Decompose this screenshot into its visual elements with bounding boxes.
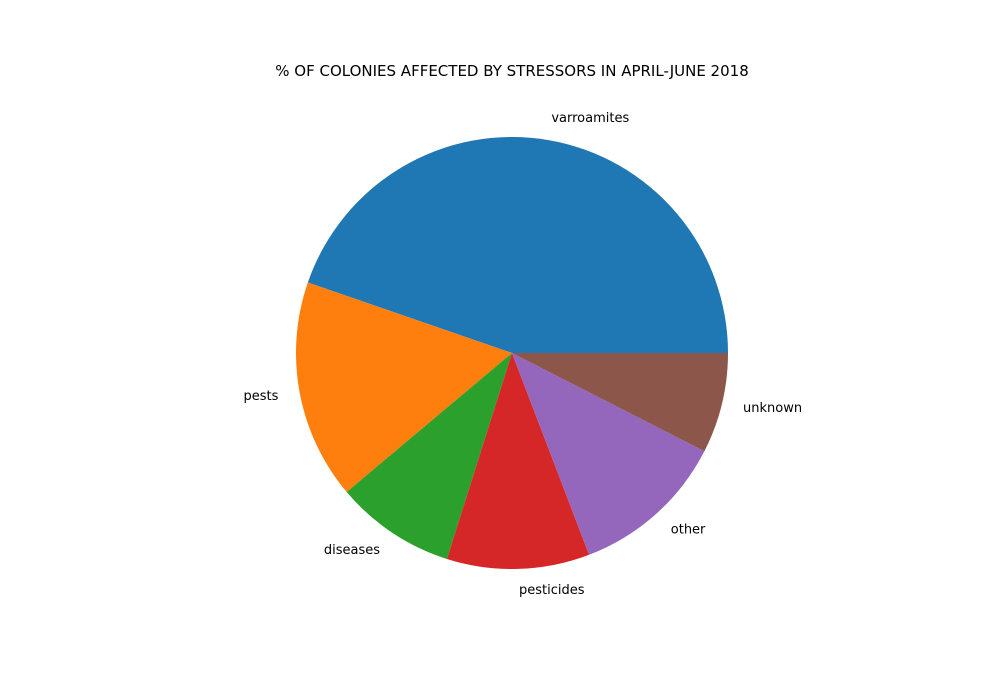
pie-slice-varroamites [307, 137, 728, 353]
slice-label-diseases: diseases [324, 543, 380, 558]
pie-slices [296, 137, 728, 570]
slice-label-pests: pests [243, 389, 278, 404]
slice-labels: varroamites pests diseases pesticides other u… [243, 111, 802, 598]
chart-title: % OF COLONIES AFFECTED BY STRESSORS IN A… [275, 62, 748, 80]
pie-slice-other [512, 353, 705, 555]
pie-slice-diseases [346, 353, 512, 559]
slice-label-pesticides: pesticides [519, 583, 585, 598]
slice-label-unknown: unknown [743, 401, 802, 416]
slice-label-varroamites: varroamites [551, 111, 629, 126]
pie-slice-pesticides [446, 353, 590, 570]
pie-slice-unknown [512, 353, 728, 452]
slice-label-other: other [671, 522, 706, 537]
pie-slice-pests [296, 282, 512, 493]
